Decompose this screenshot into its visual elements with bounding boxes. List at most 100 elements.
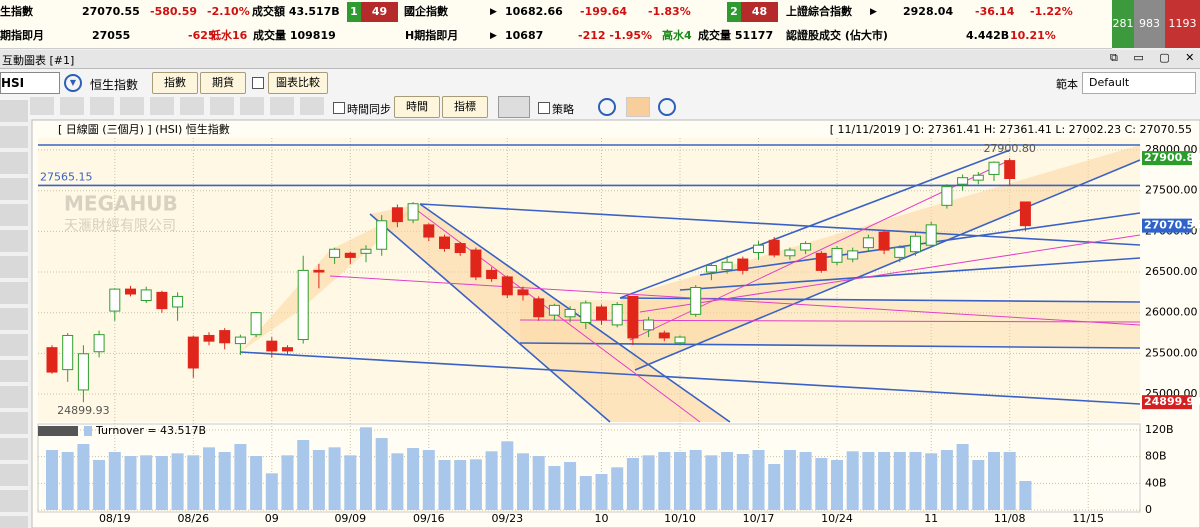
t: 49 [361, 2, 398, 22]
candle-body [297, 269, 309, 341]
volume-bar [783, 450, 796, 510]
volume-bar [815, 458, 828, 510]
t: 高水4 [662, 29, 692, 42]
volume-bar [768, 464, 781, 510]
volume-bar [972, 460, 985, 510]
button[interactable]: 指標 [442, 96, 488, 118]
volume-bar [234, 444, 247, 510]
candle-body [972, 174, 984, 181]
volume-bar [705, 455, 718, 510]
x-tick-label: 08/26 [177, 512, 209, 525]
window-bar: 互動圖表 [#1] ⧉ ▭ ▢ ✕ [0, 50, 1200, 69]
candle-body [376, 220, 388, 250]
volume-bar [878, 452, 891, 510]
x-tick-label: 11/08 [994, 512, 1026, 525]
dropdown[interactable]: ▼ [64, 74, 82, 92]
candle-body [737, 258, 749, 271]
breadth-up: 281 [1112, 0, 1134, 48]
t: -580.59 [150, 5, 198, 18]
candle-body [941, 186, 953, 206]
x-tick-label: 08/19 [99, 512, 131, 525]
t: 認證股成交 (佔大市) [786, 29, 888, 42]
button[interactable]: 圖表比較 [268, 72, 328, 94]
ticker-bar: 生指數 27070.55 -580.59 -2.10% 成交額 43.517B … [0, 0, 1112, 49]
candle-body [250, 312, 262, 336]
chart-type-icons[interactable] [30, 97, 326, 115]
volume-bar [454, 460, 467, 510]
checkbox[interactable] [252, 77, 264, 89]
color-swatch[interactable] [626, 97, 650, 117]
volume-bar [203, 447, 215, 510]
checkbox[interactable] [333, 102, 345, 114]
volume-bar [155, 456, 168, 510]
candle-body [705, 265, 717, 273]
reference-label: 27565.15 [40, 170, 93, 183]
candle-body [46, 347, 58, 373]
axis-marker-label: 27900.80 [1144, 151, 1200, 164]
volume-bar [312, 450, 325, 510]
checkbox[interactable] [538, 102, 550, 114]
template-select[interactable]: Default [1082, 72, 1196, 94]
volume-bar [124, 456, 137, 510]
drawings [38, 144, 1141, 423]
volume-bar [956, 444, 969, 510]
t: 1 [347, 2, 361, 22]
t: 成交量 51177 [698, 29, 774, 42]
candle-body [910, 235, 921, 253]
t: 上證綜合指數 [786, 5, 852, 18]
t: -1.83% [648, 5, 691, 18]
t: -212 -1.95% [578, 29, 653, 42]
candle-body [815, 252, 827, 271]
volume-bar [925, 453, 938, 510]
y-tick-label: 26000.00 [1145, 306, 1198, 319]
window-title: 互動圖表 [#1] [2, 54, 75, 67]
axis-marker-label: 24899.93 [1144, 395, 1200, 408]
candle-body [894, 247, 906, 258]
x-tick-label: 11 [924, 512, 938, 525]
button[interactable]: 指數 [152, 72, 198, 94]
x-tick-label: 10 [595, 512, 609, 525]
volume-bar [532, 456, 545, 510]
t: 成交量 109819 [253, 29, 336, 42]
button[interactable]: 期貨 [200, 72, 246, 94]
y-tick-label: 27500.00 [1145, 184, 1198, 197]
t: 生指數 [0, 5, 33, 18]
candle-body [611, 304, 623, 326]
candle-body [156, 291, 168, 310]
candle-body [1004, 160, 1016, 180]
y-tick-label: 25500.00 [1145, 346, 1198, 359]
volume-bar [799, 452, 812, 510]
icon[interactable] [498, 96, 530, 118]
candle-body [674, 336, 686, 344]
candle-body [360, 248, 372, 254]
symbol-input[interactable]: HSI [0, 72, 60, 94]
volume-tick-label: 0 [1145, 503, 1152, 516]
t: -199.64 [580, 5, 628, 18]
window-icons[interactable]: ⧉ ▭ ▢ ✕ [1110, 51, 1200, 64]
candle-body [282, 347, 293, 352]
volume-bar [77, 444, 90, 510]
volume-bar [265, 473, 278, 510]
drawing-tools[interactable] [0, 100, 28, 528]
toolbar: HSI ▼ 恒生指數 指數 期貨 圖表比較 範本 Default 時間同步 時間… [0, 69, 1200, 119]
strategy-label: 策略 [552, 103, 574, 116]
t: 10687 [505, 29, 544, 42]
volume-bar [187, 455, 200, 510]
volume-bar [909, 452, 922, 510]
volume-bar [626, 458, 639, 510]
candle-body [313, 269, 325, 273]
candle-body [957, 177, 969, 185]
volume-bar [344, 455, 357, 510]
candle-body [439, 236, 450, 249]
volume-bar [61, 452, 74, 510]
button[interactable]: 時間 [394, 96, 440, 118]
volume-header: Turnover = 43.517B [38, 424, 206, 437]
candle-body [1019, 201, 1031, 227]
volume-bar [297, 440, 310, 510]
volume-bar [579, 476, 592, 510]
dropdown[interactable] [658, 98, 676, 116]
volume-bar [611, 467, 624, 510]
volume-bar [281, 455, 294, 510]
dropdown[interactable] [598, 98, 616, 116]
volume-bar [517, 453, 529, 510]
